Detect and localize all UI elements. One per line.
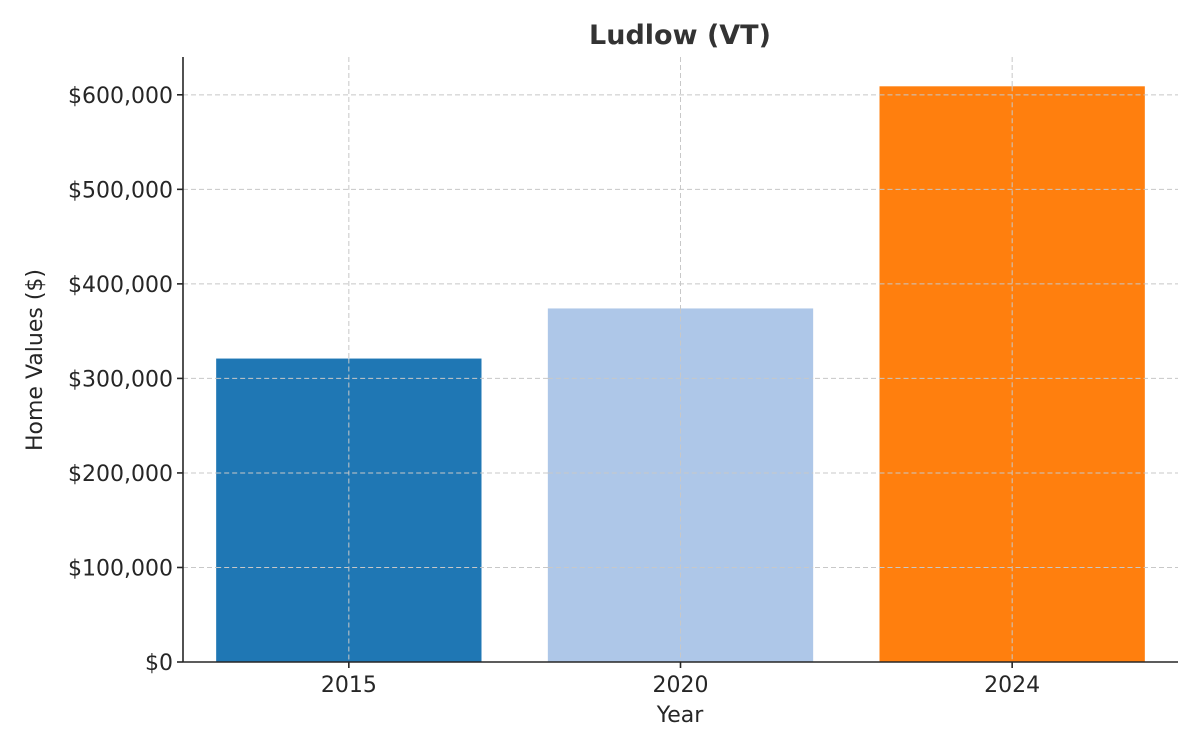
y-tick-label: $600,000 [68, 84, 173, 109]
y-tick-label: $200,000 [68, 462, 173, 487]
y-tick-label: $300,000 [68, 367, 173, 392]
ticks-layer: $0 $100,000 $200,000 $300,000 $400,000 $500,0… [68, 84, 1040, 698]
y-tick-label: $500,000 [68, 178, 173, 203]
y-axis-label: Home Values ($) [23, 269, 48, 451]
x-tick-label: 2020 [653, 673, 709, 698]
y-tick-label: $400,000 [68, 273, 173, 298]
x-tick-label: 2015 [321, 673, 377, 698]
x-tick-label: 2024 [984, 673, 1040, 698]
chart-title: Ludlow (VT) [589, 20, 771, 51]
x-axis-label: Year [656, 703, 705, 728]
y-tick-label: $0 [145, 651, 173, 676]
y-tick-label: $100,000 [68, 556, 173, 581]
bars-layer [216, 86, 1145, 662]
bar-2024 [879, 86, 1145, 662]
